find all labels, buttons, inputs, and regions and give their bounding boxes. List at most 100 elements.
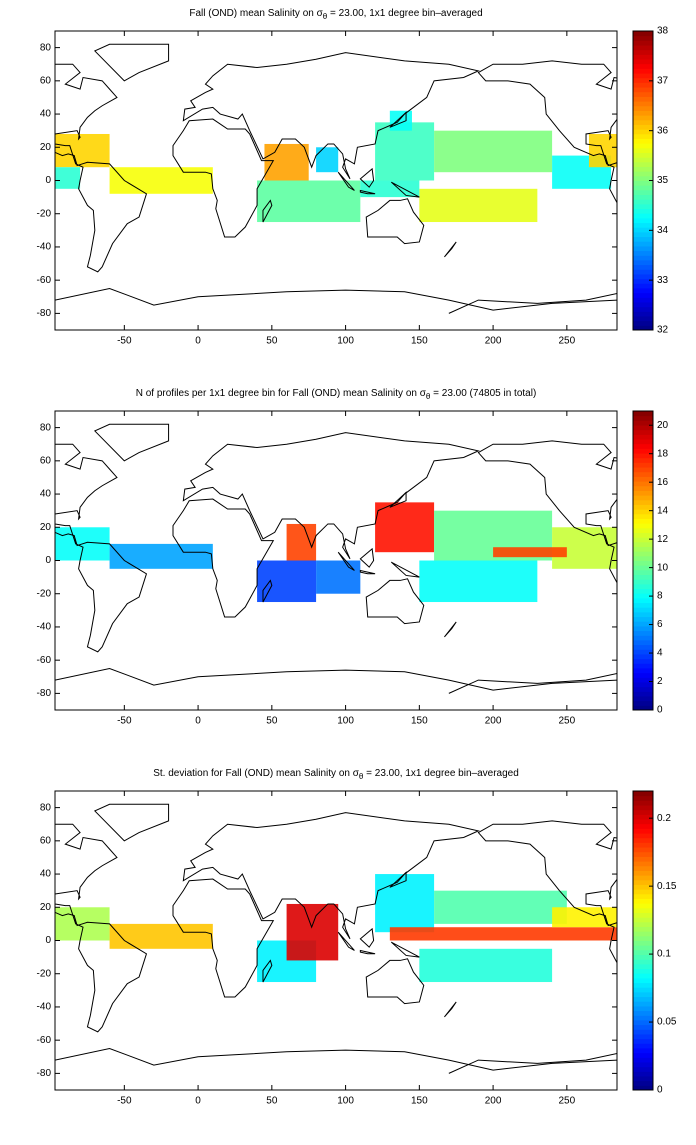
colorbar-tick-label: 20 bbox=[657, 420, 669, 431]
data-cell bbox=[264, 143, 309, 181]
colorbar-step bbox=[633, 217, 653, 224]
colorbar-step bbox=[633, 1085, 653, 1091]
colorbar-step bbox=[633, 667, 653, 674]
colorbar-step bbox=[633, 1015, 653, 1021]
colorbar-tick-label: 0.1 bbox=[657, 949, 671, 960]
colorbar-step bbox=[633, 301, 653, 308]
y-tick-label: -60 bbox=[37, 655, 52, 666]
colorbar-step bbox=[633, 851, 653, 857]
colorbar-step bbox=[633, 133, 653, 139]
colorbar-step bbox=[633, 462, 653, 468]
y-tick-label: 60 bbox=[40, 835, 52, 846]
colorbar-step bbox=[633, 819, 653, 825]
colorbar-step bbox=[633, 1066, 653, 1072]
data-cell bbox=[55, 167, 81, 189]
data-cell bbox=[389, 927, 617, 941]
data-cell bbox=[316, 560, 361, 594]
colorbar-step bbox=[633, 175, 653, 181]
colorbar-tick-label: 0.15 bbox=[657, 881, 677, 892]
colorbar-step bbox=[633, 180, 653, 186]
y-tick-label: 40 bbox=[40, 869, 52, 880]
colorbar-step bbox=[633, 467, 653, 473]
colorbar-step bbox=[633, 987, 653, 993]
colorbar-step bbox=[633, 54, 653, 60]
colorbar-step bbox=[633, 203, 653, 210]
colorbar-tick-label: 33 bbox=[657, 275, 669, 286]
colorbar-step bbox=[633, 607, 653, 613]
colorbar-step bbox=[633, 101, 653, 107]
colorbar-step bbox=[633, 434, 653, 440]
colorbar-step bbox=[633, 273, 653, 280]
data-cell bbox=[434, 130, 553, 173]
y-tick-label: -20 bbox=[37, 968, 52, 979]
colorbar-step bbox=[633, 161, 653, 167]
colorbar-step bbox=[633, 119, 653, 125]
y-tick-label: -20 bbox=[37, 208, 52, 219]
data-cell bbox=[375, 502, 435, 553]
colorbar-tick-label: 36 bbox=[657, 125, 669, 136]
colorbar-tick-label: 18 bbox=[657, 448, 669, 459]
colorbar-step bbox=[633, 1033, 653, 1040]
colorbar-step bbox=[633, 264, 653, 270]
colorbar-step bbox=[633, 805, 653, 811]
colorbar-step bbox=[633, 91, 653, 97]
colorbar-step bbox=[633, 138, 653, 144]
colorbar-step bbox=[633, 448, 653, 454]
data-cell bbox=[109, 167, 213, 194]
colorbar-step bbox=[633, 457, 653, 463]
colorbar-step bbox=[633, 523, 653, 529]
colorbar-step bbox=[633, 306, 653, 312]
colorbar-step bbox=[633, 241, 653, 247]
colorbar-step bbox=[633, 686, 653, 692]
colorbar-tick-label: 34 bbox=[657, 225, 669, 236]
colorbar-step bbox=[633, 73, 653, 79]
colorbar-step bbox=[633, 453, 653, 459]
colorbar-step bbox=[633, 532, 653, 538]
colorbar-step bbox=[633, 893, 653, 899]
colorbar-step bbox=[633, 569, 653, 576]
x-tick-label: 50 bbox=[266, 1096, 278, 1107]
colorbar-step bbox=[633, 513, 653, 519]
colorbar-step bbox=[633, 194, 653, 200]
x-tick-label: 150 bbox=[411, 1096, 428, 1107]
colorbar-step bbox=[633, 1029, 653, 1035]
x-tick-label: 100 bbox=[337, 1096, 354, 1107]
colorbar-tick-label: 12 bbox=[657, 534, 669, 545]
colorbar-step bbox=[633, 635, 653, 641]
data-cell bbox=[493, 547, 567, 558]
colorbar-step bbox=[633, 973, 653, 979]
colorbar-step bbox=[633, 415, 653, 421]
map-panel: N of profiles per 1x1 degree bin for Fal… bbox=[37, 388, 669, 727]
colorbar-step bbox=[633, 518, 653, 524]
colorbar-tick-label: 0.2 bbox=[657, 813, 671, 824]
colorbar-step bbox=[633, 325, 653, 331]
x-tick-label: 50 bbox=[266, 336, 278, 347]
title-part: θ bbox=[323, 12, 328, 21]
x-tick-label: -50 bbox=[117, 336, 132, 347]
colorbar-step bbox=[633, 597, 653, 604]
data-cell bbox=[419, 948, 553, 983]
colorbar-step bbox=[633, 420, 653, 426]
colorbar-step bbox=[633, 499, 653, 505]
colorbar-step bbox=[633, 996, 653, 1002]
colorbar-step bbox=[633, 691, 653, 697]
y-tick-label: 0 bbox=[45, 935, 51, 946]
colorbar-step bbox=[633, 213, 653, 219]
colorbar-step bbox=[633, 954, 653, 960]
colorbar-step bbox=[633, 31, 653, 37]
title-part: Fall (OND) mean Salinity on σ bbox=[189, 8, 323, 19]
colorbar-step bbox=[633, 842, 653, 848]
colorbar-step bbox=[633, 443, 653, 449]
data-cell bbox=[286, 523, 317, 561]
title-part: N of profiles per 1x1 degree bin for Fal… bbox=[136, 388, 427, 399]
colorbar-step bbox=[633, 875, 653, 881]
colorbar-tick-label: 0 bbox=[657, 1085, 663, 1096]
data-cell bbox=[316, 147, 339, 173]
y-tick-label: 20 bbox=[40, 142, 52, 153]
map-area bbox=[55, 423, 617, 695]
colorbar-tick-label: 16 bbox=[657, 477, 669, 488]
colorbar-step bbox=[633, 231, 653, 238]
y-tick-label: -40 bbox=[37, 1002, 52, 1013]
colorbar-step bbox=[633, 791, 653, 797]
